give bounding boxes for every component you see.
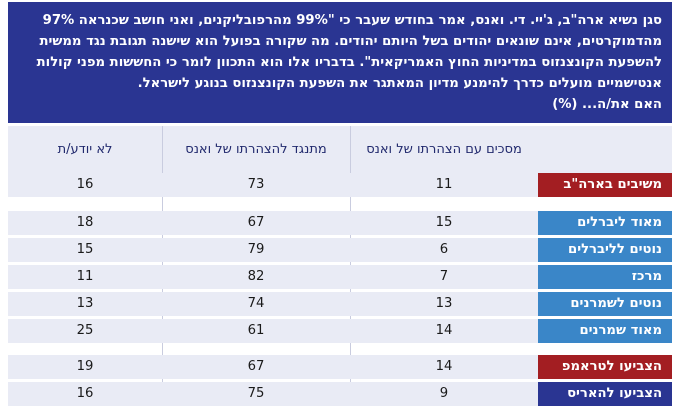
cell-oppose: 73 [247, 177, 265, 192]
row-label-lean-liberal: נוטים לליברלים [538, 238, 672, 262]
cell-agree: 6 [439, 242, 449, 257]
cell-agree: 7 [439, 269, 449, 284]
cell-dont-know: 16 [76, 386, 94, 401]
cell-agree: 14 [435, 323, 453, 338]
question-text: סגן נשיא ארה"ב, ג'יי. די. ואנס, אמר בחוד… [36, 13, 662, 91]
row-label-harris-voters: הצביעו להאריס [538, 382, 672, 406]
cell-dont-know: 18 [76, 215, 94, 230]
table-header [8, 126, 672, 173]
cell-oppose: 74 [247, 296, 265, 311]
cell-oppose: 82 [247, 269, 265, 284]
row-label-lean-conservative: נוטים לשמרנים [538, 292, 672, 316]
cell-oppose: 79 [247, 242, 265, 257]
cell-agree: 13 [435, 296, 453, 311]
row-label-center: מרכז [538, 265, 672, 289]
row-label-very-conservative: מאוד שמרנים [538, 319, 672, 343]
question-box: סגן נשיא ארה"ב, ג'יי. די. ואנס, אמר בחוד… [8, 2, 672, 123]
cell-agree: 15 [435, 215, 453, 230]
column-header-oppose: מתנגד להצהרתו של ואנס [185, 142, 327, 157]
cell-oppose: 61 [247, 323, 265, 338]
cell-agree: 11 [435, 177, 453, 192]
row-label-total: משיבים בארה"ב [538, 173, 672, 197]
row-label-trump-voters: הצביעו לטראמפ [538, 355, 672, 379]
column-header-agree: מסכים עם הצהרתו של ואנס [366, 142, 522, 157]
cell-dont-know: 15 [76, 242, 94, 257]
row-label-very-liberal: מאוד ליברלים [538, 211, 672, 235]
cell-dont-know: 19 [76, 359, 94, 374]
cell-agree: 14 [435, 359, 453, 374]
cell-agree: 9 [439, 386, 449, 401]
question-prompt: האם את/ה... (%) [552, 97, 662, 112]
cell-dont-know: 13 [76, 296, 94, 311]
cell-dont-know: 16 [76, 177, 94, 192]
cell-oppose: 67 [247, 359, 265, 374]
cell-oppose: 75 [247, 386, 265, 401]
cell-oppose: 67 [247, 215, 265, 230]
cell-dont-know: 11 [76, 269, 94, 284]
column-header-dont-know: לא יודע/ת [57, 142, 113, 157]
cell-dont-know: 25 [76, 323, 94, 338]
